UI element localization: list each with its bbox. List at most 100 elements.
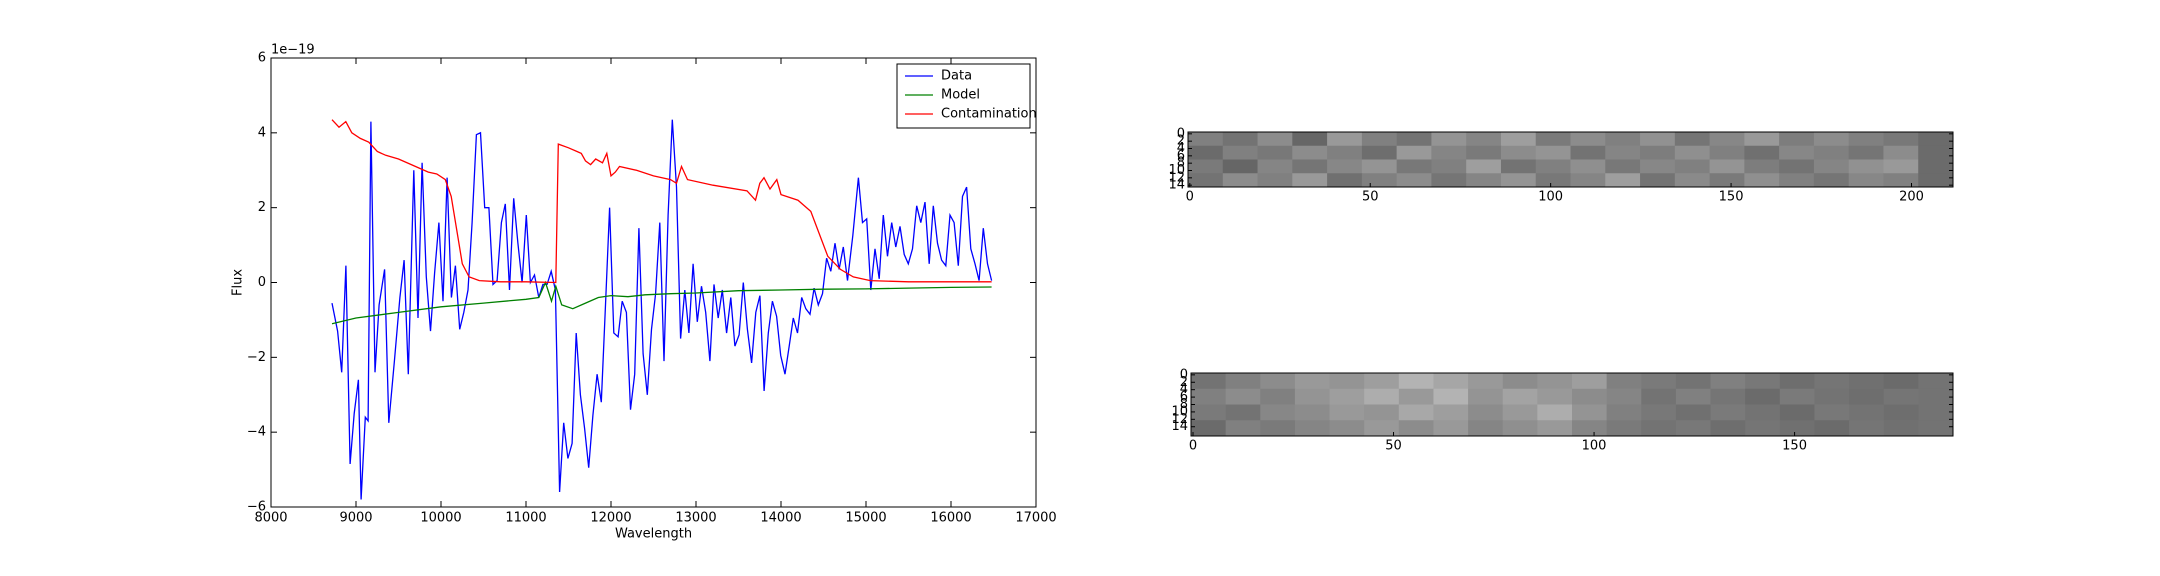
- image-cell: [1537, 404, 1573, 421]
- image-cell: [1431, 145, 1467, 160]
- image-cell: [1188, 132, 1224, 147]
- image-cell: [1675, 373, 1712, 390]
- image-cell: [1364, 388, 1400, 405]
- image-cell: [1641, 373, 1677, 390]
- image-cell: [1918, 388, 1954, 405]
- image-cell: [1222, 145, 1259, 160]
- legend-label: Contamination: [941, 107, 1037, 122]
- x-tick-label: 11000: [505, 511, 546, 526]
- image-cell: [1640, 159, 1676, 174]
- image-cell: [1466, 132, 1502, 147]
- image-cell: [1466, 159, 1502, 174]
- image-cell: [1570, 159, 1606, 174]
- offset-label: 1e−19: [271, 43, 315, 58]
- y-tick-label: 12: [1171, 412, 1188, 427]
- image-cell: [1606, 373, 1642, 390]
- image-cell: [1710, 388, 1746, 405]
- image-cell: [1606, 420, 1642, 437]
- y-tick-label: −2: [247, 350, 266, 365]
- y-tick-label: 6: [258, 51, 266, 66]
- image-cell: [1744, 132, 1780, 147]
- image-cell: [1500, 132, 1537, 147]
- image-cell: [1710, 420, 1746, 437]
- image-cell: [1396, 159, 1432, 174]
- y-tick-label: 10: [1171, 404, 1188, 419]
- image-cell: [1883, 420, 1919, 437]
- image-cell: [1745, 373, 1781, 390]
- image-cell: [1294, 420, 1331, 437]
- image-cell: [1188, 159, 1224, 174]
- image-cell: [1225, 404, 1261, 421]
- image-cell: [1257, 173, 1293, 188]
- y-tick-label: 6: [1177, 148, 1185, 163]
- image-cell: [1918, 145, 1954, 160]
- image-cell: [1779, 132, 1815, 147]
- image-cell: [1814, 404, 1850, 421]
- image-cell: [1502, 404, 1538, 421]
- image-cell: [1918, 404, 1954, 421]
- image-cell: [1364, 373, 1400, 390]
- image-cell: [1500, 173, 1537, 188]
- image-cell: [1849, 420, 1885, 437]
- image-cell: [1327, 159, 1363, 174]
- image-cell: [1674, 173, 1711, 188]
- image-cell: [1813, 132, 1850, 147]
- image-cell: [1361, 132, 1398, 147]
- x-tick-label: 50: [1362, 190, 1379, 205]
- image-cell: [1814, 420, 1850, 437]
- image-cell: [1918, 159, 1954, 174]
- y-tick-label: 10: [1168, 163, 1185, 178]
- image-cell: [1572, 388, 1608, 405]
- image-cell: [1675, 404, 1712, 421]
- image-cell: [1709, 145, 1745, 160]
- legend-box: [896, 63, 1031, 129]
- image-cell: [1500, 159, 1537, 174]
- image-cell: [1327, 145, 1363, 160]
- image-cell: [1779, 173, 1815, 188]
- y-tick-label: 2: [1180, 375, 1188, 390]
- x-tick-label: 0: [1186, 190, 1194, 205]
- image-cell: [1814, 388, 1850, 405]
- image-cell: [1364, 420, 1400, 437]
- image-cell: [1572, 420, 1608, 437]
- image-cell: [1779, 404, 1815, 421]
- y-tick-label: −4: [247, 425, 266, 440]
- x-tick-label: 9000: [339, 511, 372, 526]
- image-cell: [1329, 388, 1365, 405]
- image-cell: [1570, 173, 1606, 188]
- image-cell: [1260, 373, 1296, 390]
- image-cell: [1535, 173, 1571, 188]
- image-cell: [1641, 404, 1677, 421]
- image-cell: [1329, 404, 1365, 421]
- image-cell: [1744, 173, 1780, 188]
- image-cell: [1260, 420, 1296, 437]
- image-cell: [1848, 145, 1884, 160]
- image-cell: [1225, 373, 1261, 390]
- image-cell: [1745, 404, 1781, 421]
- image-cell: [1329, 420, 1365, 437]
- image-cell: [1260, 404, 1296, 421]
- image-cell: [1502, 373, 1538, 390]
- image-cell: [1292, 159, 1328, 174]
- image-cell: [1883, 373, 1919, 390]
- image-cell: [1257, 145, 1293, 160]
- image-cell: [1222, 159, 1259, 174]
- x-tick-label: 100: [1538, 190, 1563, 205]
- image-cell: [1500, 145, 1537, 160]
- legend-label: Model: [941, 88, 980, 103]
- image-cell: [1849, 373, 1885, 390]
- image-cell: [1431, 132, 1467, 147]
- x-tick-label: 150: [1782, 439, 1807, 454]
- y-tick-label: 12: [1168, 170, 1185, 185]
- image-cell: [1294, 373, 1331, 390]
- image-cell: [1361, 159, 1398, 174]
- data-line: [331, 119, 993, 500]
- image-cell: [1502, 420, 1538, 437]
- image-cell: [1468, 388, 1504, 405]
- x-tick-label: 200: [1899, 190, 1924, 205]
- image-cell: [1191, 404, 1227, 421]
- image-cell: [1640, 173, 1676, 188]
- image-cell: [1918, 373, 1954, 390]
- image-cell: [1398, 373, 1434, 390]
- y-tick-label: 0: [258, 275, 266, 290]
